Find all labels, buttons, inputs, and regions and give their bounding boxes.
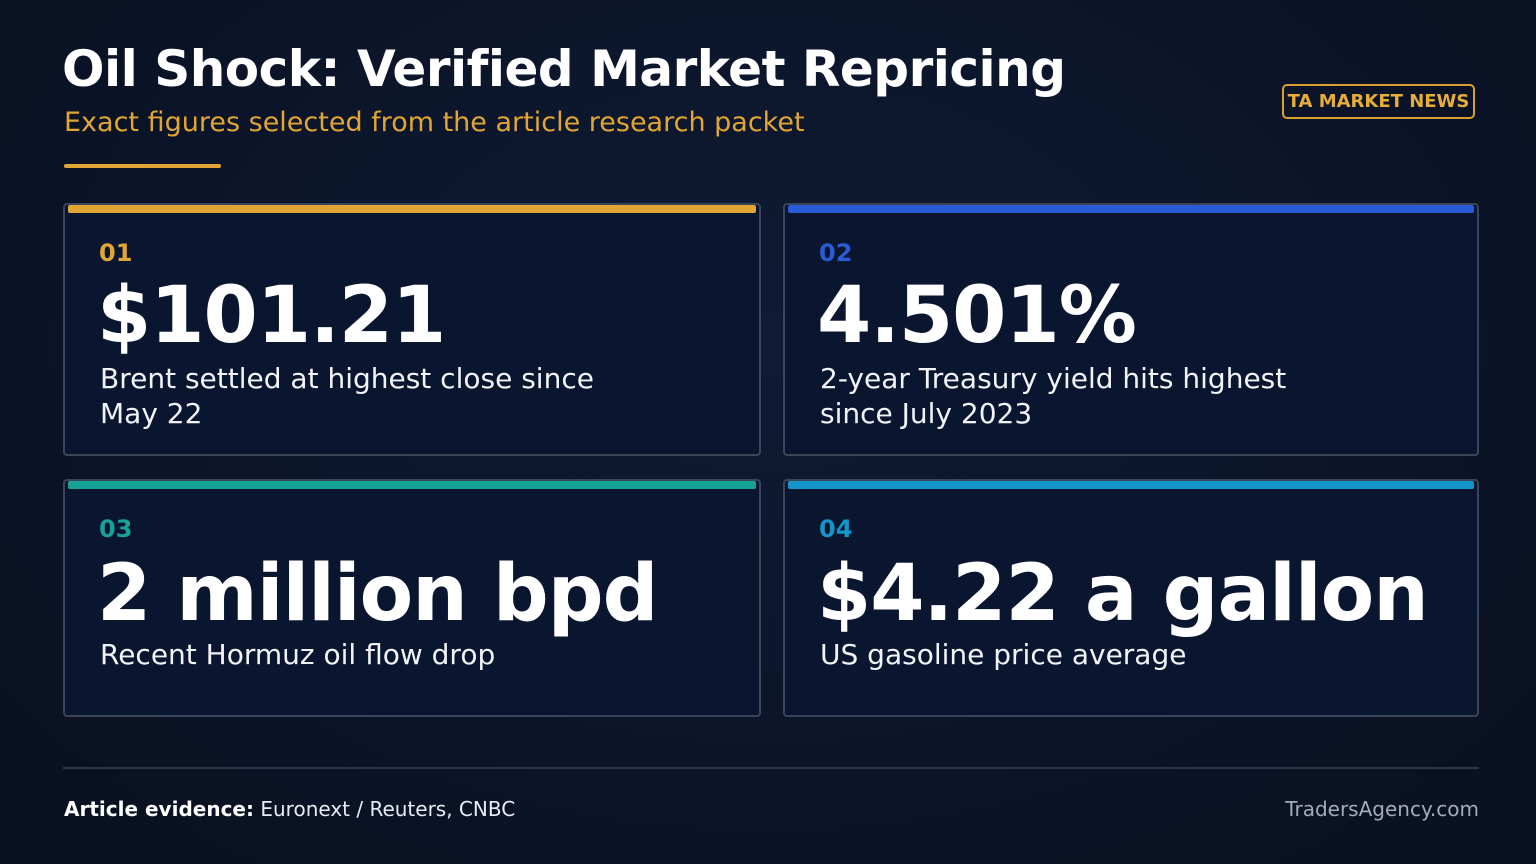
card-description: Recent Hormuz oil flow drop [100, 638, 496, 671]
card-accent-bar [68, 481, 756, 489]
card-description: US gasoline price average [820, 638, 1187, 671]
footer-divider [63, 767, 1479, 769]
card-number: 03 [99, 515, 133, 543]
card-value: 4.501% [817, 271, 1137, 361]
title-underline [64, 164, 221, 168]
evidence-sources: Euronext / Reuters, CNBC [260, 797, 516, 821]
stat-card-treasury-yield: 02 4.501% 2-year Treasury yield hits hig… [783, 203, 1479, 456]
card-description: Brent settled at highest close since May… [100, 362, 594, 430]
card-value: 2 million bpd [97, 549, 658, 639]
page-subtitle: Exact figures selected from the article … [64, 107, 805, 138]
stat-card-gasoline-price: 04 $4.22 a gallon US gasoline price aver… [783, 479, 1479, 717]
card-number: 02 [819, 239, 853, 267]
brand-badge: TA MARKET NEWS [1282, 84, 1475, 119]
page-title: Oil Shock: Verified Market Repricing [62, 40, 1066, 98]
evidence-label: Article evidence: [64, 797, 254, 821]
card-accent-bar [788, 481, 1474, 489]
stat-card-hormuz-flow: 03 2 million bpd Recent Hormuz oil flow … [63, 479, 761, 717]
footer-evidence: Article evidence: Euronext / Reuters, CN… [64, 797, 515, 821]
footer-site: TradersAgency.com [1285, 797, 1479, 821]
card-accent-bar [68, 205, 756, 213]
card-number: 04 [819, 515, 853, 543]
card-value: $101.21 [97, 271, 446, 361]
card-accent-bar [788, 205, 1474, 213]
card-value: $4.22 a gallon [817, 549, 1429, 639]
card-number: 01 [99, 239, 133, 267]
stat-card-brent: 01 $101.21 Brent settled at highest clos… [63, 203, 761, 456]
card-description: 2-year Treasury yield hits highest since… [820, 362, 1287, 430]
